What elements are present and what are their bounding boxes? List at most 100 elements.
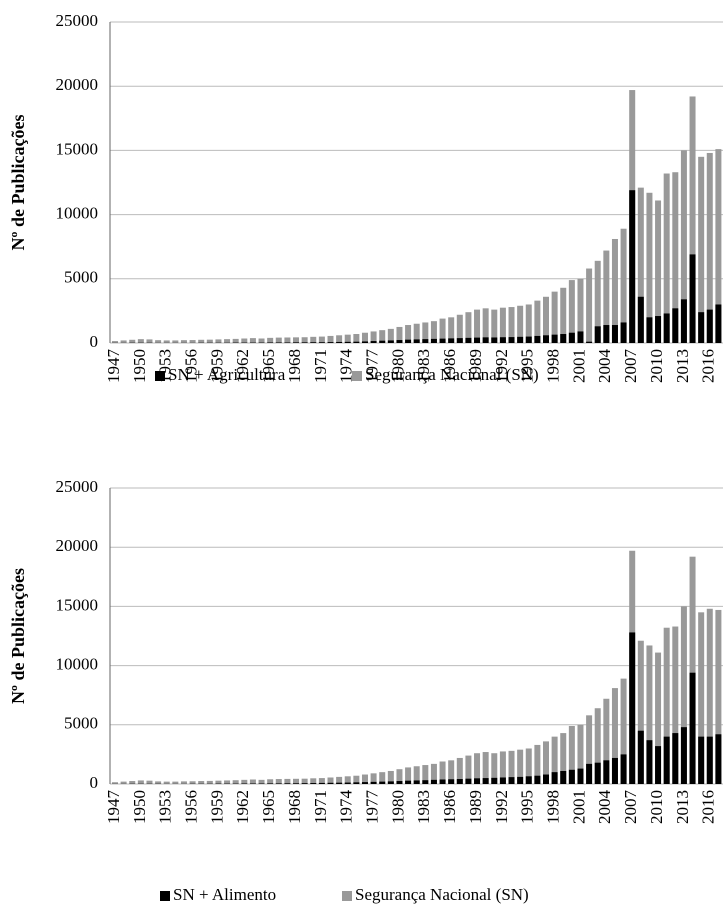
bar [611, 688, 618, 784]
bar [405, 767, 412, 784]
bar [603, 250, 610, 343]
bar [499, 777, 506, 784]
bar [663, 736, 670, 784]
bar [508, 337, 515, 343]
bar [620, 678, 627, 784]
bar [180, 340, 187, 343]
bar [637, 296, 644, 343]
bar [456, 314, 463, 343]
bar [551, 736, 558, 784]
x-tick-label: 1980 [388, 349, 407, 383]
x-tick-label: 2001 [569, 790, 588, 824]
legend-swatch [155, 371, 165, 381]
bar [577, 331, 584, 343]
bar [594, 260, 601, 343]
bar [482, 337, 489, 343]
x-tick-label: 2016 [699, 790, 718, 824]
bar [284, 778, 291, 784]
x-tick-label: 1950 [130, 349, 149, 383]
x-tick-label: 1977 [363, 349, 382, 384]
bar [413, 780, 420, 784]
bar [517, 305, 524, 343]
bar [586, 715, 593, 784]
bar [456, 338, 463, 343]
bar [353, 334, 360, 343]
x-tick-label: 1965 [259, 790, 278, 824]
bar [370, 341, 377, 343]
x-tick-label: 1998 [544, 790, 563, 824]
bar [318, 336, 325, 343]
bar [534, 775, 541, 784]
bar [465, 312, 472, 343]
bar [680, 606, 687, 784]
y-tick-label: 20000 [56, 75, 99, 94]
bar [361, 782, 368, 784]
bar [318, 342, 325, 343]
bar [146, 780, 153, 784]
bar [672, 308, 679, 343]
x-tick-label: 1998 [544, 349, 563, 383]
bar [120, 781, 127, 784]
bar [620, 322, 627, 343]
bar [396, 340, 403, 343]
bar [655, 652, 662, 784]
bar [293, 778, 300, 784]
bar [405, 325, 412, 343]
bar [517, 336, 524, 343]
bar [543, 774, 549, 784]
bar [646, 317, 653, 343]
bar [439, 761, 446, 784]
bar [430, 763, 437, 784]
x-tick-label: 1959 [207, 790, 226, 824]
y-tick-label: 0 [90, 773, 99, 792]
bar [370, 781, 377, 784]
bar [215, 780, 222, 784]
bar [698, 736, 705, 784]
bar [413, 339, 420, 343]
bar [491, 309, 498, 343]
bar [448, 779, 455, 784]
bar [465, 778, 472, 784]
bar [491, 753, 498, 784]
y-tick-label: 15000 [56, 139, 99, 158]
bar [517, 776, 524, 784]
bar [663, 173, 670, 343]
bar [586, 763, 593, 784]
bar [163, 340, 170, 343]
bar [284, 342, 291, 343]
bar [517, 749, 524, 784]
bar [465, 755, 472, 784]
bar [422, 322, 429, 343]
x-tick-label: 1974 [337, 790, 356, 825]
bar [620, 754, 627, 784]
x-tick-label: 1950 [130, 790, 149, 824]
bar [543, 296, 549, 343]
bar [568, 725, 575, 784]
bar [577, 724, 584, 784]
bar [482, 752, 489, 784]
bar [499, 337, 506, 343]
bar [439, 318, 446, 343]
x-tick-label: 1986 [440, 349, 459, 383]
bar [534, 300, 541, 343]
bar [508, 750, 515, 784]
legend-label: Segurança Nacional (SN) [355, 885, 529, 904]
bar [344, 776, 351, 784]
bar [370, 331, 377, 343]
bar [698, 312, 705, 343]
bar [241, 779, 248, 784]
x-tick-label: 2013 [673, 790, 692, 824]
bar [448, 317, 455, 343]
bar [715, 304, 722, 343]
x-tick-label: 1956 [181, 790, 200, 824]
bar [413, 766, 420, 784]
bar [344, 341, 351, 343]
bar [706, 152, 713, 343]
bar [293, 337, 300, 343]
bar [689, 96, 696, 343]
bar [663, 313, 670, 343]
bar [413, 323, 420, 343]
x-tick-label: 1983 [414, 349, 433, 383]
bar [706, 736, 713, 784]
